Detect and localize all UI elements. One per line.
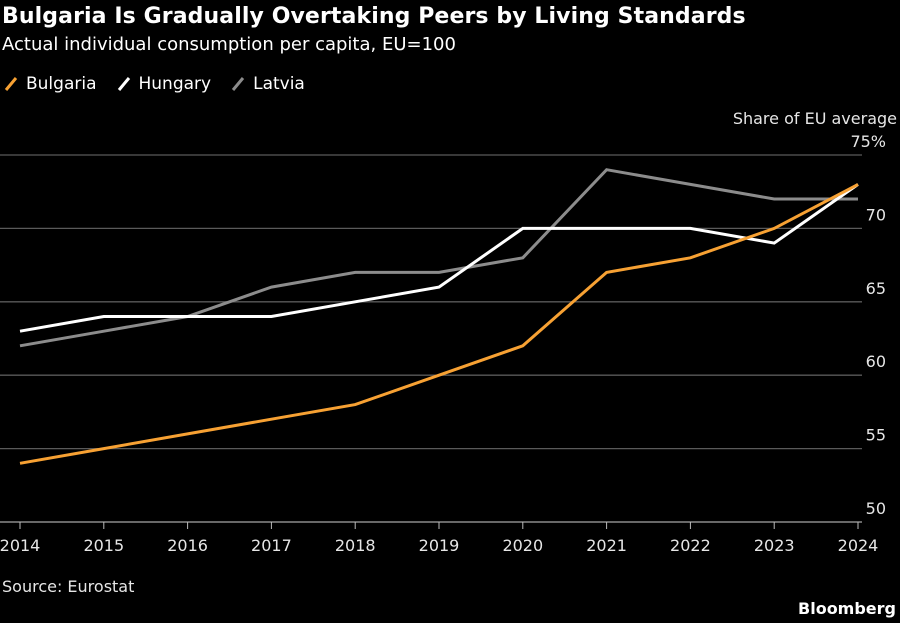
x-tick-label: 2023: [754, 536, 795, 555]
y-axis-title: Share of EU average: [733, 109, 897, 128]
legend: Bulgaria Hungary Latvia: [4, 74, 305, 94]
legend-label-hungary: Hungary: [138, 74, 212, 94]
y-tick-label: 50: [866, 499, 886, 518]
gridlines: [0, 154, 862, 450]
y-tick-label: 55: [866, 426, 886, 445]
x-tick-label: 2018: [335, 536, 376, 555]
series-line-latvia: [19, 168, 858, 348]
x-tick-label: 2014: [0, 536, 40, 555]
legend-item-latvia: Latvia: [231, 74, 305, 94]
y-tick-label: 75%: [850, 132, 886, 151]
y-tick-label: 65: [866, 279, 886, 298]
y-tick-labels: 50 55 60 65 70 75%: [850, 132, 886, 518]
legend-swatch-latvia: [231, 77, 245, 91]
legend-label-latvia: Latvia: [253, 74, 305, 94]
series-lines: [19, 168, 859, 465]
source-note: Source: Eurostat: [2, 577, 135, 596]
legend-item-hungary: Hungary: [117, 74, 212, 94]
x-tick-label: 2020: [502, 536, 543, 555]
x-axis: 2014 2015 2016 2017 2018 2019 2020 2021 2022 2023…: [0, 521, 879, 555]
chart-title: Bulgaria Is Gradually Overtaking Peers b…: [2, 4, 746, 29]
series-line-hungary: [19, 183, 859, 333]
series-line-bulgaria: [19, 183, 859, 465]
legend-swatch-bulgaria: [4, 77, 18, 91]
x-tick-label: 2015: [83, 536, 124, 555]
legend-swatch-hungary: [117, 77, 130, 91]
y-tick-label: 60: [866, 352, 886, 371]
y-tick-label: 70: [866, 205, 886, 224]
x-tick-label: 2016: [167, 536, 208, 555]
legend-label-bulgaria: Bulgaria: [26, 74, 97, 94]
x-tick-label: 2017: [251, 536, 292, 555]
legend-item-bulgaria: Bulgaria: [4, 74, 97, 94]
x-tick-label: 2021: [586, 536, 627, 555]
x-tick-label: 2024: [838, 536, 879, 555]
x-tick-label: 2019: [419, 536, 460, 555]
chart-subtitle: Actual individual consumption per capita…: [2, 34, 456, 55]
x-tick-label: 2022: [670, 536, 711, 555]
bloomberg-logo: Bloomberg: [798, 599, 896, 618]
